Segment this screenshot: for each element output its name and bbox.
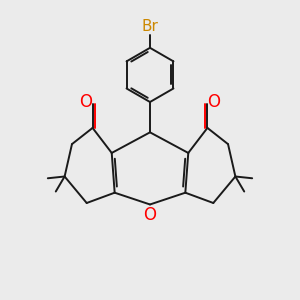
Text: O: O (80, 93, 93, 111)
Text: O: O (143, 206, 157, 224)
Text: Br: Br (142, 19, 158, 34)
Text: O: O (207, 93, 220, 111)
